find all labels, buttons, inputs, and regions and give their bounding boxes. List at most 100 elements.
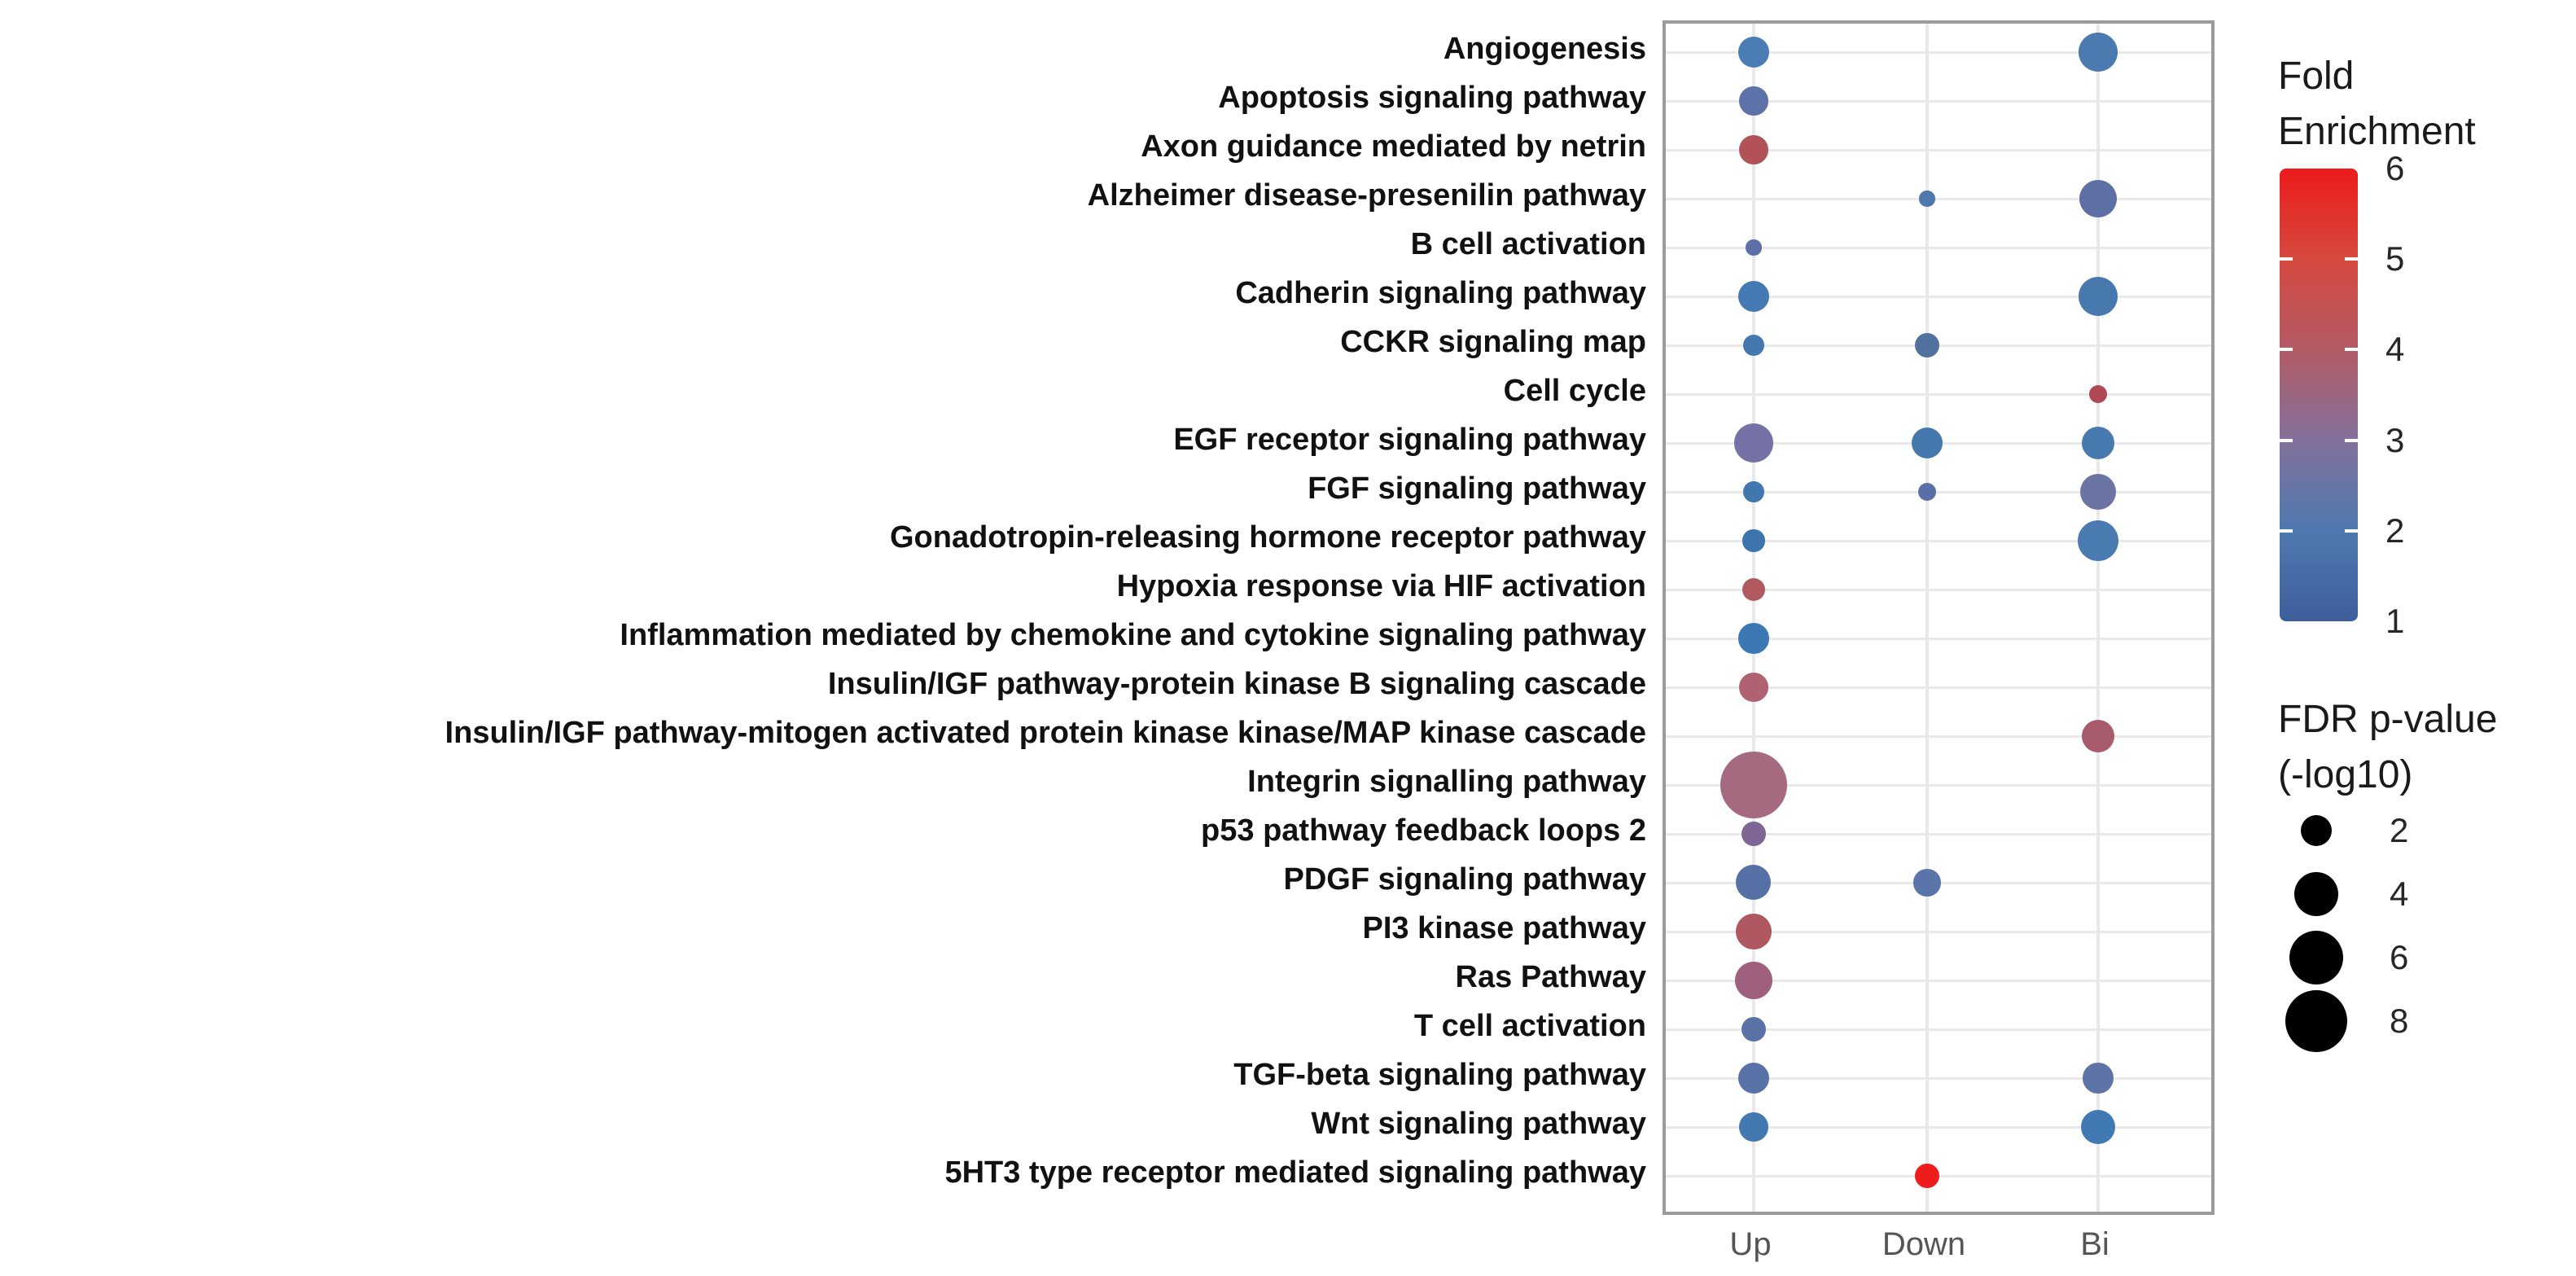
- colorbar-tick-mark: [2345, 348, 2358, 352]
- fold-enrichment-colorbar: [2280, 169, 2358, 621]
- pathway-label: Cell cycle: [1503, 374, 1646, 408]
- pathway-label: Apoptosis signaling pathway: [1218, 81, 1646, 115]
- data-point-up: [1734, 961, 1773, 1000]
- data-point-up: [1735, 913, 1772, 950]
- pathway-label: Alzheimer disease-presenilin pathway: [1087, 178, 1646, 213]
- pathway-label: Angiogenesis: [1443, 32, 1646, 66]
- data-point-up: [1742, 529, 1765, 552]
- fdr-legend-label: 4: [2390, 875, 2409, 913]
- data-point-up: [1743, 481, 1764, 502]
- gridline-vertical: [1752, 24, 1755, 1212]
- pathway-label: Hypoxia response via HIF activation: [1116, 569, 1646, 603]
- data-point-up: [1737, 36, 1770, 68]
- colorbar-tick-mark: [2345, 257, 2358, 261]
- fdr-legend-title-line2: (-log10): [2278, 753, 2413, 796]
- gridline-horizontal: [1666, 833, 2211, 835]
- data-point-down: [1917, 482, 1937, 502]
- data-point-up: [1739, 86, 1768, 116]
- gridline-horizontal: [1666, 1028, 2211, 1031]
- gridline-horizontal: [1666, 296, 2211, 298]
- data-point-up: [1737, 1062, 1770, 1094]
- pathway-label: B cell activation: [1410, 227, 1646, 261]
- gridline-horizontal: [1666, 1126, 2211, 1129]
- data-point-down: [1913, 869, 1941, 897]
- data-point-down: [1911, 427, 1943, 459]
- pathway-label: CCKR signaling map: [1340, 325, 1646, 359]
- gridline-horizontal: [1666, 491, 2211, 493]
- fdr-legend-label: 6: [2390, 938, 2409, 976]
- pathway-label: Cadherin signaling pathway: [1235, 276, 1646, 310]
- colorbar-tick-mark: [2280, 257, 2293, 261]
- x-axis-label-up: Up: [1729, 1226, 1772, 1262]
- colorbar-tick-label: 1: [2385, 602, 2405, 640]
- pathway-label: Ras Pathway: [1455, 960, 1646, 994]
- gridline-horizontal: [1666, 540, 2211, 542]
- data-point-bi: [2083, 1063, 2114, 1094]
- gridline-horizontal: [1666, 51, 2211, 54]
- gridline-horizontal: [1666, 100, 2211, 103]
- pathway-label: Insulin/IGF pathway-protein kinase B sig…: [827, 667, 1646, 701]
- data-point-up: [1739, 1112, 1768, 1142]
- colorbar-tick-label: 3: [2385, 420, 2405, 459]
- pathway-label: Wnt signaling pathway: [1311, 1107, 1646, 1141]
- data-point-bi: [2079, 33, 2118, 72]
- gridline-horizontal: [1666, 980, 2211, 982]
- data-point-bi: [2080, 1109, 2116, 1145]
- pathway-label: Inflammation mediated by chemokine and c…: [620, 618, 1646, 652]
- gridline-horizontal: [1666, 198, 2211, 200]
- pathway-label: PDGF signaling pathway: [1283, 862, 1647, 897]
- gridline-vertical: [1925, 24, 1929, 1212]
- gridline-horizontal: [1666, 784, 2211, 787]
- data-point-bi: [2079, 473, 2117, 511]
- data-point-up: [1736, 865, 1772, 901]
- data-point-bi: [2077, 520, 2119, 562]
- gridline-horizontal: [1666, 247, 2211, 249]
- colorbar-tick-mark: [2345, 438, 2358, 442]
- data-point-down: [1915, 1164, 1939, 1188]
- data-point-bi: [2079, 179, 2118, 218]
- gridline-horizontal: [1666, 735, 2211, 738]
- pathway-label: Gonadotropin-releasing hormone receptor …: [889, 520, 1646, 555]
- data-point-bi: [2081, 719, 2115, 753]
- colorbar-tick-label: 4: [2385, 330, 2405, 369]
- gridline-horizontal: [1666, 638, 2211, 640]
- data-point-up: [1741, 822, 1766, 846]
- data-point-bi: [2079, 277, 2118, 316]
- colorbar-tick-label: 2: [2385, 511, 2405, 550]
- gridline-vertical: [2096, 24, 2100, 1212]
- fdr-legend-dot: [2285, 989, 2348, 1053]
- fold-legend-title-line2: Enrichment: [2278, 110, 2476, 153]
- pathway-label: Integrin signalling pathway: [1247, 765, 1646, 799]
- pathway-label: T cell activation: [1413, 1009, 1646, 1043]
- gridline-horizontal: [1666, 1077, 2211, 1080]
- data-point-up: [1741, 1017, 1766, 1041]
- fdr-legend-title-line1: FDR p-value: [2278, 698, 2498, 741]
- pathway-label: EGF receptor signaling pathway: [1173, 423, 1646, 457]
- pathway-label: TGF-beta signaling pathway: [1233, 1058, 1646, 1092]
- colorbar-tick-mark: [2280, 348, 2293, 352]
- data-point-up: [1746, 239, 1762, 256]
- data-point-down: [1919, 191, 1935, 207]
- colorbar-tick-label: 6: [2385, 149, 2405, 187]
- fdr-legend-dot: [2300, 814, 2333, 847]
- data-point-bi: [2088, 384, 2108, 404]
- pathway-label: p53 pathway feedback loops 2: [1201, 813, 1646, 848]
- data-point-down: [1915, 333, 1939, 357]
- data-point-up: [1743, 335, 1764, 356]
- data-point-up: [1734, 423, 1773, 463]
- pathway-label: 5HT3 type receptor mediated signaling pa…: [944, 1155, 1646, 1190]
- gridline-horizontal: [1666, 589, 2211, 591]
- colorbar-tick-mark: [2280, 528, 2293, 533]
- data-point-up: [1739, 673, 1768, 702]
- pathway-label: Insulin/IGF pathway-mitogen activated pr…: [445, 716, 1646, 750]
- gridline-horizontal: [1666, 393, 2211, 396]
- gridline-horizontal: [1666, 931, 2211, 933]
- fdr-legend-dot: [2293, 871, 2339, 917]
- pathway-label: PI3 kinase pathway: [1362, 911, 1647, 945]
- gridline-horizontal: [1666, 686, 2211, 689]
- data-point-up: [1720, 751, 1788, 819]
- fdr-legend-label: 8: [2390, 1002, 2409, 1040]
- fold-legend-title-line1: Fold: [2278, 55, 2355, 98]
- gridline-horizontal: [1666, 149, 2211, 151]
